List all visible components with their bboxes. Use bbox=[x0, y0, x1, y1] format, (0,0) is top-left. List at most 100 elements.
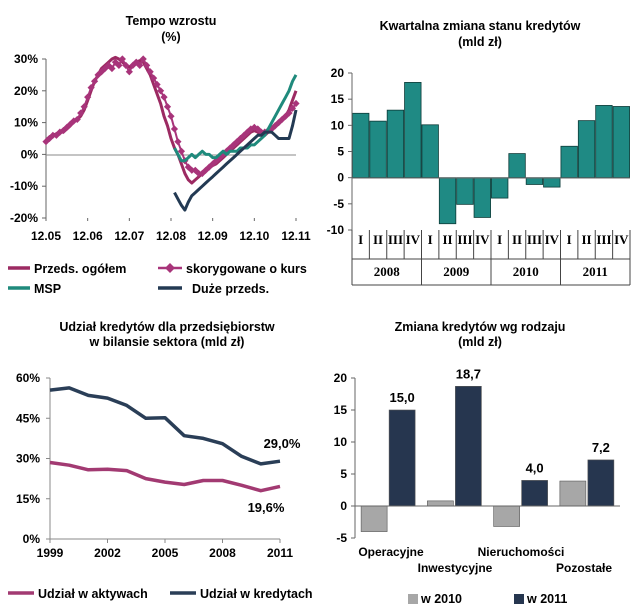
rodzaj-y-tick: 20 bbox=[334, 371, 348, 385]
tempo-series-msp bbox=[173, 74, 298, 163]
legend-swatch-2011 bbox=[514, 594, 524, 604]
udzial-x-tick: 1999 bbox=[37, 546, 64, 560]
kwartalna-quarter-label: II bbox=[443, 232, 453, 247]
udzial-x-tick: 2005 bbox=[152, 546, 179, 560]
tempo-series-large bbox=[173, 109, 298, 212]
kwartalna-year-label: 2010 bbox=[513, 264, 539, 279]
rodzaj-data-label: 15,0 bbox=[389, 390, 414, 405]
tempo-point-adjusted bbox=[170, 125, 179, 133]
rodzaj-bar-2011 bbox=[455, 386, 482, 507]
rodzaj-legend: w 2010 w 2011 bbox=[408, 592, 567, 606]
udzial-x-tick: 2002 bbox=[94, 546, 121, 560]
udzial-y-tick: 0% bbox=[23, 532, 41, 546]
tempo-x-tick: 12.06 bbox=[73, 229, 103, 243]
tempo-legend: Przeds. ogółem skorygowane o kurs MSP Du… bbox=[8, 262, 307, 296]
legend-item-total: Przeds. ogółem bbox=[8, 262, 126, 276]
rodzaj-y-tick: -5 bbox=[336, 531, 347, 545]
tempo-point-adjusted bbox=[143, 61, 151, 69]
kwartalna-bar bbox=[525, 177, 544, 185]
kwartalna-bar bbox=[404, 82, 422, 179]
tempo-point-adjusted bbox=[108, 64, 116, 73]
tempo-point-adjusted bbox=[292, 99, 300, 108]
kwartalna-y-tick: 20 bbox=[331, 66, 345, 80]
kwartalna-year-label: 2008 bbox=[374, 264, 401, 279]
legend-item-large: Duże przeds. bbox=[158, 282, 269, 296]
tempo-y-tick: -20% bbox=[10, 211, 38, 225]
tempo-point-adjusted bbox=[90, 77, 99, 85]
tempo-point-adjusted bbox=[278, 115, 286, 124]
kwartalna-quarter-label: IV bbox=[475, 232, 490, 247]
tempo-title-line2: (%) bbox=[161, 30, 180, 44]
rodzaj-category-inwestycyjne: Inwestycyjne bbox=[418, 561, 493, 575]
kwartalna-bar bbox=[473, 177, 491, 218]
tempo-point-adjusted bbox=[87, 84, 95, 92]
udzial-annotation-kredyty: 29,0% bbox=[264, 436, 301, 451]
tempo-x-tick: 12.10 bbox=[239, 229, 269, 243]
udzial-legend: Udział w aktywach Udział w kredytach bbox=[8, 587, 313, 601]
kwartalna-bar bbox=[595, 105, 613, 179]
tempo-point-adjusted bbox=[288, 104, 297, 112]
kwartalna-bar bbox=[369, 120, 387, 179]
tempo-point-adjusted bbox=[125, 68, 133, 76]
tempo-x-tick: 12.09 bbox=[198, 229, 228, 243]
udzial-title-line1: Udział kredytów dla przedsiębiorstw bbox=[59, 320, 275, 334]
tempo-point-adjusted bbox=[136, 61, 144, 69]
tempo-point-adjusted bbox=[177, 147, 186, 155]
tempo-point-adjusted bbox=[153, 80, 161, 89]
kwartalna-year-label: 2011 bbox=[583, 264, 608, 279]
tempo-y-tick: -10% bbox=[10, 179, 38, 193]
kwartalna-y-tick: -10 bbox=[327, 223, 345, 237]
tempo-series-total bbox=[44, 55, 298, 185]
tempo-point-adjusted bbox=[139, 55, 147, 63]
rodzaj-bar-2011 bbox=[521, 480, 548, 507]
kwartalna-quarter-label: III bbox=[527, 232, 542, 247]
tempo-chart: Tempo wzrostu (%) 30% 20% 10% 0% -10% -20% 12… bbox=[8, 14, 311, 296]
rodzaj-data-label: 7,2 bbox=[592, 440, 610, 455]
kwartalna-y-tick: 15 bbox=[331, 92, 345, 106]
tempo-point-adjusted bbox=[174, 138, 182, 146]
tempo-x-tick: 12.05 bbox=[31, 229, 61, 243]
tempo-point-adjusted bbox=[150, 74, 158, 82]
udzial-chart: Udział kredytów dla przedsiębiorstw w bi… bbox=[8, 320, 313, 601]
kwartalna-title-line2: (mld zł) bbox=[458, 35, 502, 49]
kwartalna-quarter-label: I bbox=[428, 232, 433, 247]
tempo-y-tick: 10% bbox=[14, 116, 38, 130]
legend-swatch-2010 bbox=[408, 594, 418, 604]
tempo-x-tick: 12.08 bbox=[156, 229, 186, 243]
rodzaj-bar-2010 bbox=[360, 505, 388, 532]
kwartalna-quarter-label: IV bbox=[406, 232, 421, 247]
rodzaj-chart: Zmiana kredytów wg rodzaju (mld zł) 20 15… bbox=[334, 320, 620, 606]
legend-item-msp: MSP bbox=[8, 282, 61, 296]
kwartalna-bar bbox=[491, 177, 509, 199]
kwartalna-title-line1: Kwartalna zmiana stanu kredytów bbox=[380, 19, 581, 33]
udzial-annotation-aktywa: 19,6% bbox=[248, 500, 285, 515]
tempo-point-adjusted bbox=[160, 93, 168, 101]
kwartalna-quarter-label: III bbox=[388, 232, 403, 247]
kwartalna-quarter-label: III bbox=[457, 232, 472, 247]
tempo-point-adjusted bbox=[250, 123, 258, 131]
tempo-point-adjusted bbox=[73, 115, 81, 124]
legend-diamond-icon bbox=[165, 263, 175, 273]
legend-item-kredyty: Udział w kredytach bbox=[170, 587, 313, 601]
udzial-series-aktywa bbox=[49, 460, 281, 493]
rodzaj-y-tick: 0 bbox=[340, 499, 347, 513]
rodzaj-bar-2011 bbox=[388, 409, 416, 507]
rodzaj-y-tick: 10 bbox=[334, 435, 348, 449]
rodzaj-data-label: 18,7 bbox=[456, 366, 481, 381]
kwartalna-quarter-label: II bbox=[373, 232, 383, 247]
tempo-point-adjusted bbox=[122, 61, 130, 69]
kwartalna-quarter-label: II bbox=[512, 232, 522, 247]
legend-label-total: Przeds. ogółem bbox=[34, 262, 126, 276]
rodzaj-category-operacyjne: Operacyjne bbox=[358, 545, 424, 559]
tempo-title-line1: Tempo wzrostu bbox=[126, 14, 217, 28]
tempo-y-tick: 30% bbox=[14, 52, 38, 66]
legend-label-large: Duże przeds. bbox=[192, 282, 269, 296]
udzial-series-kredyty bbox=[49, 386, 281, 466]
tempo-point-adjusted bbox=[115, 61, 123, 69]
tempo-point-adjusted bbox=[163, 103, 172, 111]
tempo-point-adjusted bbox=[77, 109, 85, 117]
kwartalna-y-tick: 5 bbox=[337, 145, 344, 159]
tempo-point-adjusted bbox=[271, 122, 279, 130]
udzial-x-tick: 2008 bbox=[209, 546, 236, 560]
tempo-point-adjusted bbox=[45, 134, 54, 143]
